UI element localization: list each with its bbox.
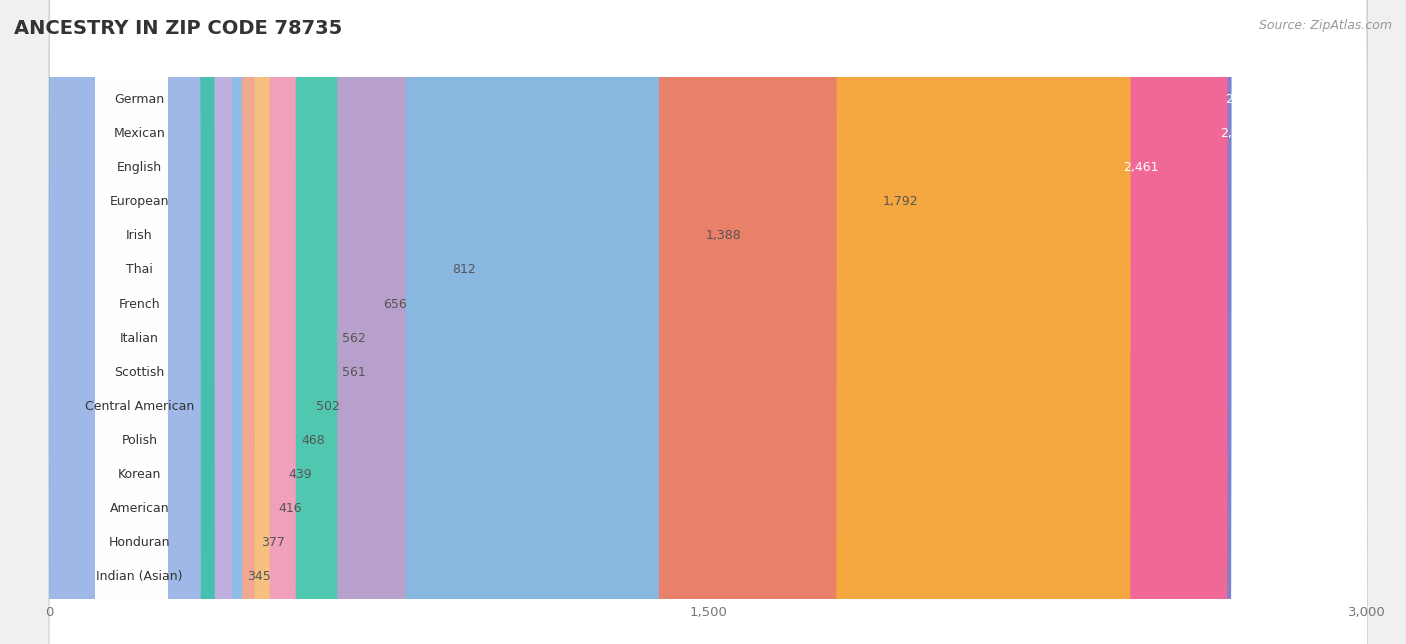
FancyBboxPatch shape — [49, 0, 1368, 644]
FancyBboxPatch shape — [49, 0, 1368, 644]
FancyBboxPatch shape — [49, 0, 242, 644]
Text: 1,792: 1,792 — [883, 195, 918, 208]
Text: English: English — [117, 161, 162, 174]
FancyBboxPatch shape — [49, 0, 1368, 644]
FancyBboxPatch shape — [49, 0, 1368, 644]
Text: 812: 812 — [453, 263, 475, 276]
FancyBboxPatch shape — [96, 0, 167, 644]
FancyBboxPatch shape — [96, 0, 167, 644]
FancyBboxPatch shape — [49, 0, 1368, 644]
FancyBboxPatch shape — [49, 0, 215, 644]
FancyBboxPatch shape — [49, 0, 659, 644]
Text: Italian: Italian — [120, 332, 159, 345]
Text: ANCESTRY IN ZIP CODE 78735: ANCESTRY IN ZIP CODE 78735 — [14, 19, 342, 39]
FancyBboxPatch shape — [49, 0, 297, 644]
Text: Korean: Korean — [118, 468, 162, 481]
FancyBboxPatch shape — [96, 0, 167, 644]
FancyBboxPatch shape — [49, 0, 1368, 644]
FancyBboxPatch shape — [49, 0, 406, 644]
FancyBboxPatch shape — [49, 0, 1368, 644]
Text: Thai: Thai — [127, 263, 153, 276]
FancyBboxPatch shape — [96, 0, 167, 644]
Text: Indian (Asian): Indian (Asian) — [96, 570, 183, 583]
Text: 345: 345 — [247, 570, 271, 583]
FancyBboxPatch shape — [96, 0, 167, 644]
Text: 439: 439 — [288, 468, 312, 481]
FancyBboxPatch shape — [49, 0, 1232, 644]
FancyBboxPatch shape — [96, 0, 167, 644]
FancyBboxPatch shape — [96, 0, 167, 644]
Text: 2,461: 2,461 — [1123, 161, 1159, 174]
Text: Source: ZipAtlas.com: Source: ZipAtlas.com — [1258, 19, 1392, 32]
FancyBboxPatch shape — [49, 0, 1368, 644]
FancyBboxPatch shape — [96, 0, 167, 644]
Text: Honduran: Honduran — [108, 536, 170, 549]
FancyBboxPatch shape — [49, 0, 837, 644]
Text: 561: 561 — [342, 366, 366, 379]
Text: 656: 656 — [384, 298, 408, 310]
FancyBboxPatch shape — [49, 0, 232, 644]
Text: 562: 562 — [342, 332, 366, 345]
FancyBboxPatch shape — [96, 0, 167, 644]
FancyBboxPatch shape — [49, 0, 1368, 644]
FancyBboxPatch shape — [49, 0, 295, 644]
Text: French: French — [118, 298, 160, 310]
FancyBboxPatch shape — [49, 0, 1368, 644]
FancyBboxPatch shape — [49, 0, 270, 644]
FancyBboxPatch shape — [49, 0, 1368, 644]
Text: 502: 502 — [316, 400, 340, 413]
FancyBboxPatch shape — [96, 0, 167, 644]
FancyBboxPatch shape — [49, 0, 1368, 644]
FancyBboxPatch shape — [96, 0, 167, 644]
Text: Scottish: Scottish — [114, 366, 165, 379]
Text: 2,682: 2,682 — [1220, 127, 1256, 140]
FancyBboxPatch shape — [49, 0, 1368, 644]
Text: Irish: Irish — [127, 229, 153, 242]
FancyBboxPatch shape — [49, 0, 1368, 644]
Text: American: American — [110, 502, 169, 515]
FancyBboxPatch shape — [96, 0, 167, 644]
Text: 2,691: 2,691 — [1225, 93, 1260, 106]
FancyBboxPatch shape — [49, 0, 201, 644]
FancyBboxPatch shape — [49, 0, 337, 644]
FancyBboxPatch shape — [49, 0, 1130, 644]
Text: 1,388: 1,388 — [706, 229, 741, 242]
Text: Mexican: Mexican — [114, 127, 166, 140]
FancyBboxPatch shape — [96, 0, 167, 644]
Text: 468: 468 — [301, 434, 325, 447]
FancyBboxPatch shape — [49, 0, 254, 644]
Text: Central American: Central American — [84, 400, 194, 413]
Text: 377: 377 — [262, 536, 285, 549]
FancyBboxPatch shape — [96, 0, 167, 644]
FancyBboxPatch shape — [49, 0, 1368, 644]
Text: Polish: Polish — [121, 434, 157, 447]
FancyBboxPatch shape — [96, 0, 167, 644]
Text: 416: 416 — [278, 502, 302, 515]
FancyBboxPatch shape — [49, 0, 1227, 644]
Text: German: German — [114, 93, 165, 106]
Text: European: European — [110, 195, 169, 208]
